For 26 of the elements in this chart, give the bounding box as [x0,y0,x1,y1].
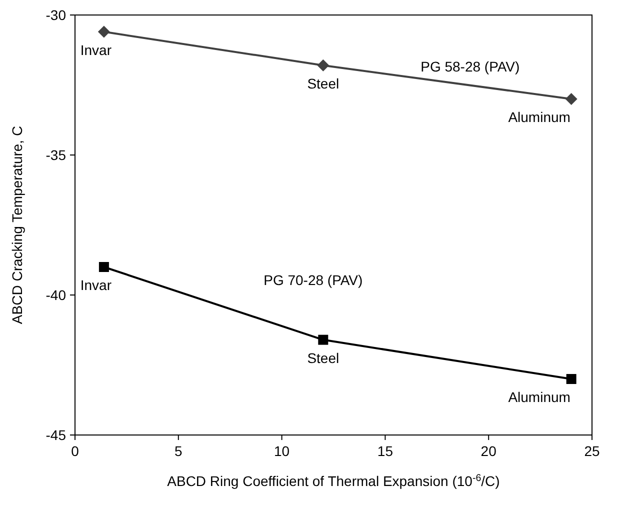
y-tick-label: -40 [46,287,66,303]
annotation: Aluminum [508,109,570,125]
annotation: Invar [80,277,112,293]
point [318,334,328,345]
y-tick-label: -30 [46,7,66,23]
annotation: Steel [307,75,340,92]
annotation: Aluminum [508,389,570,405]
point [98,26,110,38]
series-label: PG 58-28 (PAV) [420,58,520,74]
x-axis-title: ABCD Ring Coefficient of Thermal Expansion (10$^{-6}$/C) [167,472,500,489]
x-tick-label: 5 [174,443,182,459]
point [98,262,109,272]
x-tick-label: 20 [480,443,497,459]
x-tick-label: 15 [377,443,394,459]
y-tick-label: -45 [46,427,66,443]
point [565,93,578,105]
x-tick-label: 25 [584,443,600,459]
text: PG 70-28 (PAV) [264,272,363,288]
y-axis-title: ABCD Cracking Temperature, C [9,126,25,324]
point [566,374,576,384]
x-tick-label: 10 [274,443,290,459]
point [317,59,330,72]
x-tick-label: 0 [71,443,80,459]
annotation: Steel [307,350,340,366]
annotation: Invar [80,42,112,58]
y-tick-label: -35 [46,147,66,163]
